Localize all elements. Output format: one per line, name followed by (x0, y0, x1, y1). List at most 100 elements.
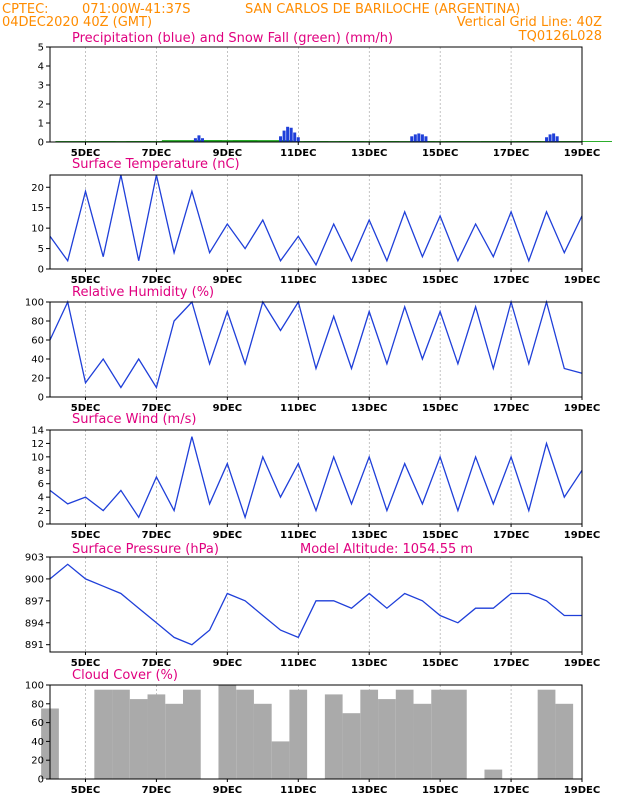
x-tick-label: 19DEC (564, 658, 600, 669)
plot-frame (49, 301, 583, 398)
cloud-bar (537, 689, 556, 779)
precip-bar (552, 133, 556, 142)
series-line (49, 174, 583, 267)
precip-bar (545, 137, 549, 142)
x-tick-label: 11DEC (280, 658, 316, 669)
panel-5: Cloud Cover (%) 0 20 40 60 80 100 5DEC 7DEC 9DEC 1… (25, 668, 600, 796)
series-line (49, 563, 582, 646)
y-tick-label: 12 (31, 439, 44, 450)
precip-bar (197, 135, 201, 142)
plot-frame (49, 684, 583, 780)
y-tick-label: 2 (38, 100, 44, 111)
snow-bar (197, 140, 258, 142)
panel-title: Relative Humidity (%) (72, 285, 214, 300)
cloud-bar (431, 689, 449, 779)
panel-0: Precipitation (blue) and Snow Fall (gree… (38, 31, 612, 159)
precip-bar (424, 136, 428, 142)
y-tick-label: 903 (25, 553, 44, 564)
plot-frame (49, 46, 583, 143)
x-tick-label: 7DEC (142, 658, 171, 669)
y-tick-label: 5 (38, 43, 44, 54)
x-tick-label: 15DEC (422, 148, 458, 159)
x-tick-label: 13DEC (351, 275, 387, 286)
precip-bar (289, 127, 293, 142)
cloud-bar (271, 741, 290, 779)
y-tick-label: 894 (25, 618, 44, 629)
x-tick-label: 17DEC (493, 785, 529, 796)
cloud-bar (555, 703, 574, 779)
x-tick-label: 5DEC (71, 785, 100, 796)
cloud-bar (484, 769, 503, 779)
x-tick-label: 19DEC (564, 530, 600, 541)
plot-frame (49, 556, 583, 653)
x-tick-label: 13DEC (351, 530, 387, 541)
y-tick-label: 0 (38, 265, 44, 276)
cloud-bar (94, 689, 113, 779)
cloud-bar (360, 689, 379, 779)
cloud-bar (112, 689, 130, 779)
cloud-bar (218, 685, 237, 779)
x-tick-label: 13DEC (351, 658, 387, 669)
cloud-bar (289, 689, 308, 779)
y-tick-label: 100 (25, 681, 44, 692)
header-grid-note: Vertical Grid Line: 40Z (457, 15, 602, 30)
panel-1: Surface Temperature (nC) 0 5 10 15 20 5DEC 7DEC… (31, 157, 600, 286)
precip-bar (296, 137, 300, 142)
cloud-bar (395, 689, 414, 779)
y-tick-label: 3 (38, 81, 44, 92)
cloud-bar (413, 703, 432, 779)
panel-title: Cloud Cover (%) (72, 668, 178, 683)
y-tick-label: 900 (25, 574, 44, 585)
snow-bar (161, 140, 222, 142)
x-tick-label: 11DEC (280, 785, 316, 796)
y-tick-label: 14 (31, 426, 44, 437)
panel-title: Surface Wind (m/s) (72, 412, 196, 427)
panel-title: Surface Pressure (hPa) (72, 542, 219, 557)
x-tick-label: 7DEC (142, 785, 171, 796)
header-run: 04DEC2020 40Z (GMT) (2, 15, 152, 30)
panel-4: Surface Pressure (hPa) 891 894 897 900 903 5DE… (25, 542, 600, 669)
x-tick-label: 5DEC (71, 530, 100, 541)
series-line (49, 299, 583, 390)
x-tick-label: 15DEC (422, 658, 458, 669)
x-tick-label: 7DEC (142, 275, 171, 286)
y-tick-label: 80 (31, 699, 44, 710)
precip-bar (420, 134, 424, 142)
cloud-bar (129, 699, 148, 779)
x-tick-label: 9DEC (213, 148, 242, 159)
header-coords: 071:00W-41:37S (82, 2, 190, 17)
y-tick-label: 0 (38, 775, 44, 786)
x-tick-label: 5DEC (71, 148, 100, 159)
y-tick-label: 40 (31, 737, 44, 748)
x-tick-label: 17DEC (493, 530, 529, 541)
x-tick-label: 9DEC (213, 785, 242, 796)
x-tick-label: 5DEC (71, 275, 100, 286)
cloud-bar (165, 703, 183, 779)
x-tick-label: 15DEC (422, 530, 458, 541)
x-tick-label: 17DEC (493, 403, 529, 414)
cloud-bar (378, 699, 396, 779)
precip-bar (279, 136, 283, 142)
y-tick-label: 80 (31, 317, 44, 328)
y-tick-label: 20 (31, 374, 44, 385)
y-tick-label: 10 (31, 224, 44, 235)
y-tick-label: 6 (38, 479, 44, 490)
y-tick-label: 15 (31, 203, 44, 214)
y-tick-label: 0 (38, 393, 44, 404)
y-tick-label: 0 (38, 138, 44, 149)
x-tick-label: 13DEC (351, 785, 387, 796)
y-tick-label: 1 (38, 119, 44, 130)
x-tick-label: 9DEC (213, 658, 242, 669)
x-tick-label: 11DEC (280, 530, 316, 541)
y-tick-label: 100 (25, 298, 44, 309)
precip-bar (548, 134, 552, 142)
precip-bar (201, 138, 205, 142)
x-tick-label: 9DEC (213, 275, 242, 286)
y-tick-label: 897 (25, 596, 44, 607)
precip-bar (293, 132, 297, 142)
precip-bar (282, 130, 286, 142)
series-line (49, 436, 583, 520)
x-tick-label: 11DEC (280, 275, 316, 286)
panel-title: Surface Temperature (nC) (72, 157, 240, 172)
